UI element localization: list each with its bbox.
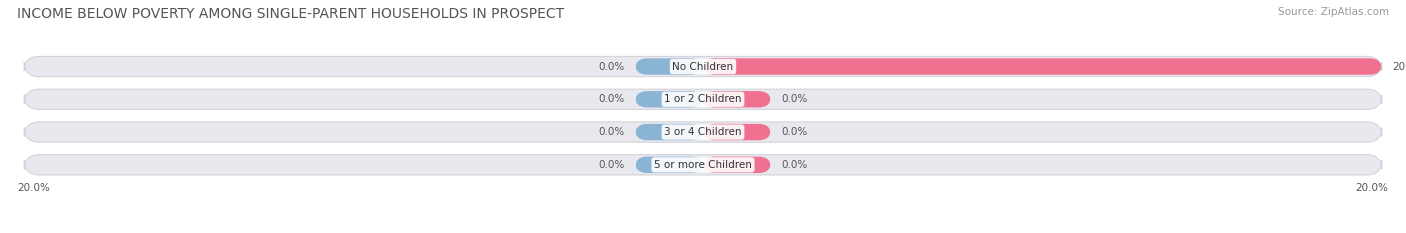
Text: 0.0%: 0.0% xyxy=(782,94,807,104)
Text: 0.0%: 0.0% xyxy=(599,160,624,170)
Text: 5 or more Children: 5 or more Children xyxy=(654,160,752,170)
Text: Source: ZipAtlas.com: Source: ZipAtlas.com xyxy=(1278,7,1389,17)
Text: 20.0%: 20.0% xyxy=(1355,183,1389,193)
Text: No Children: No Children xyxy=(672,62,734,72)
FancyBboxPatch shape xyxy=(636,58,703,75)
FancyBboxPatch shape xyxy=(636,91,703,107)
Text: INCOME BELOW POVERTY AMONG SINGLE-PARENT HOUSEHOLDS IN PROSPECT: INCOME BELOW POVERTY AMONG SINGLE-PARENT… xyxy=(17,7,564,21)
Text: 0.0%: 0.0% xyxy=(599,94,624,104)
FancyBboxPatch shape xyxy=(24,56,1382,77)
Text: 3 or 4 Children: 3 or 4 Children xyxy=(664,127,742,137)
FancyBboxPatch shape xyxy=(24,122,1382,142)
Text: 0.0%: 0.0% xyxy=(782,127,807,137)
FancyBboxPatch shape xyxy=(24,89,1382,110)
Text: 0.0%: 0.0% xyxy=(599,62,624,72)
FancyBboxPatch shape xyxy=(703,124,770,140)
FancyBboxPatch shape xyxy=(703,157,770,173)
Text: 20.0%: 20.0% xyxy=(1392,62,1406,72)
FancyBboxPatch shape xyxy=(636,124,703,140)
FancyBboxPatch shape xyxy=(703,91,770,107)
Text: 0.0%: 0.0% xyxy=(782,160,807,170)
FancyBboxPatch shape xyxy=(24,155,1382,175)
Text: 20.0%: 20.0% xyxy=(17,183,51,193)
FancyBboxPatch shape xyxy=(703,58,1382,75)
FancyBboxPatch shape xyxy=(636,157,703,173)
Text: 0.0%: 0.0% xyxy=(599,127,624,137)
Text: 1 or 2 Children: 1 or 2 Children xyxy=(664,94,742,104)
